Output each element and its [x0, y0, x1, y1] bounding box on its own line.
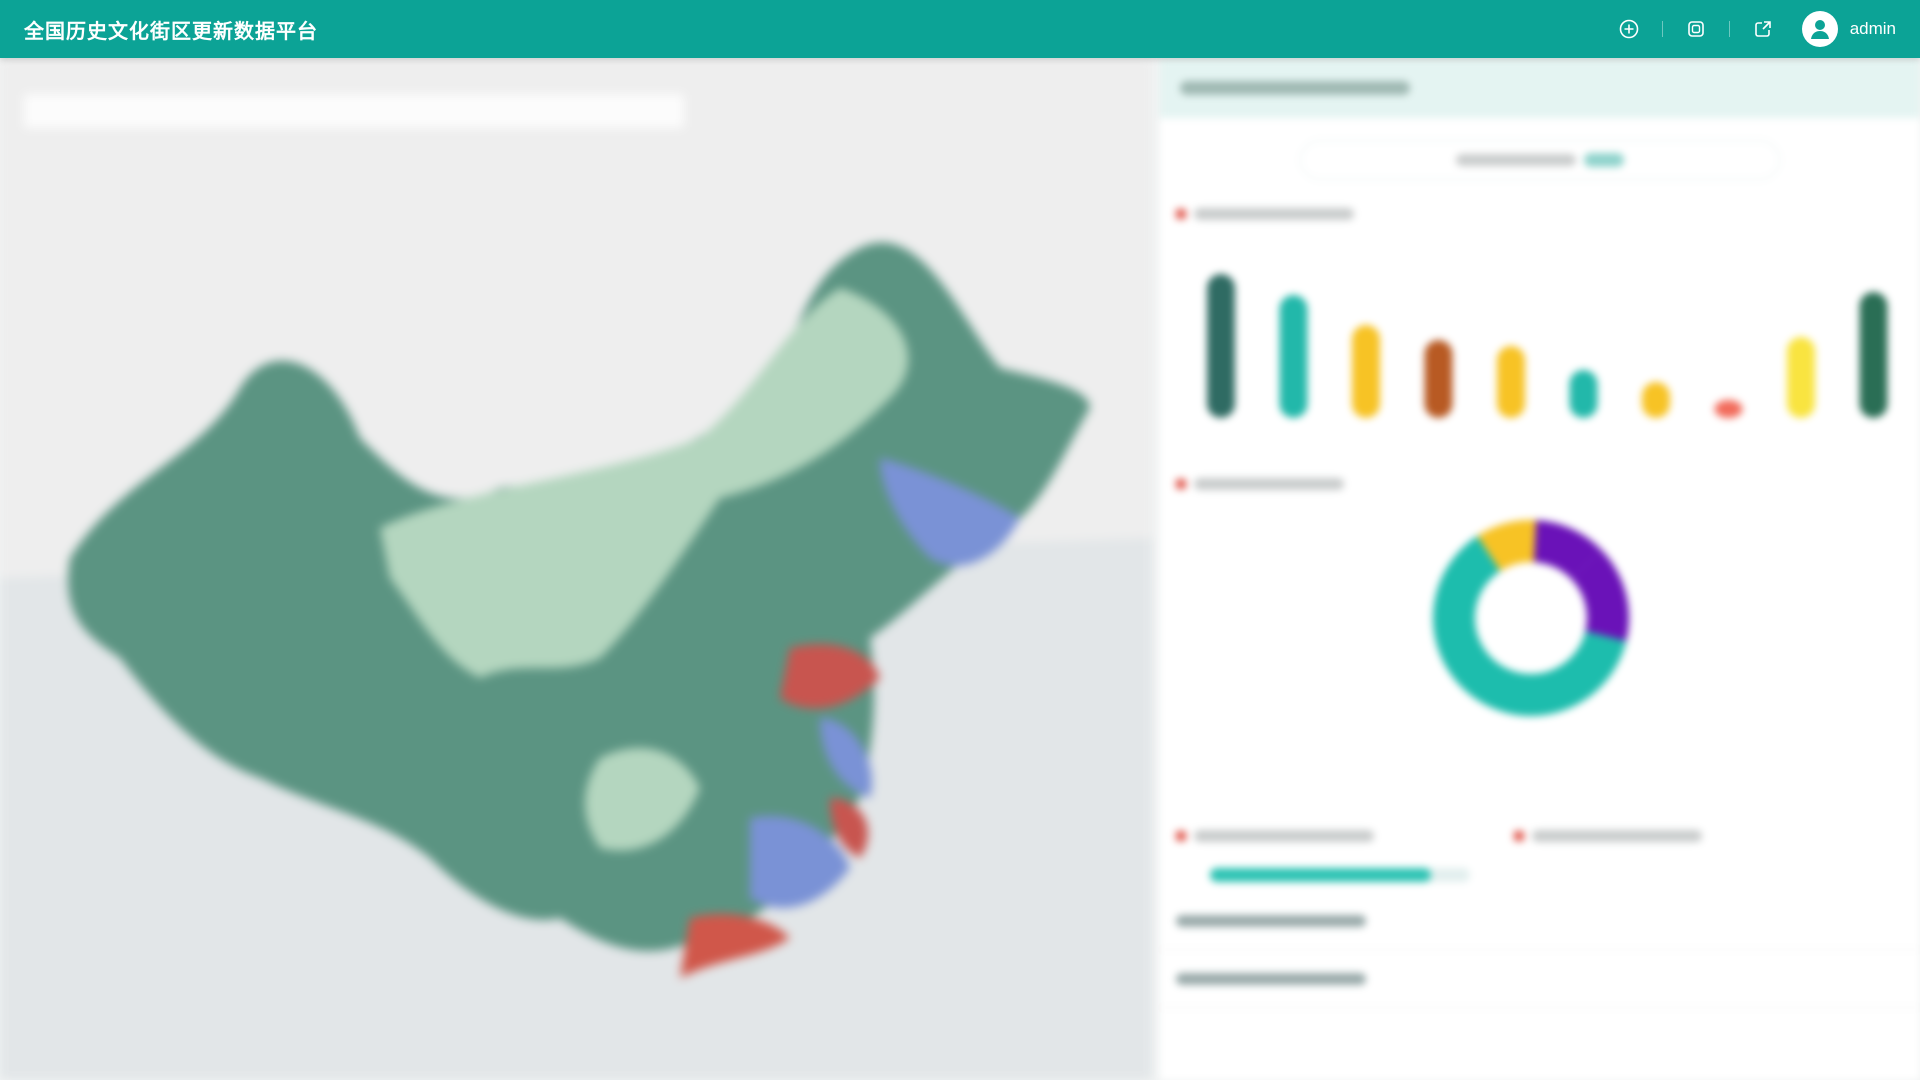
- donut-chart-title: [1160, 478, 1920, 490]
- progress-fill: [1210, 868, 1431, 882]
- layers-icon[interactable]: [1685, 18, 1707, 40]
- divider: [1661, 21, 1663, 37]
- bar-chart-title: [1160, 208, 1920, 220]
- bar-chart: [1207, 274, 1888, 418]
- bar: [1569, 370, 1598, 418]
- bar: [1497, 346, 1525, 418]
- bar: [1279, 295, 1308, 418]
- user-avatar-icon[interactable]: [1801, 11, 1838, 47]
- bar: [1424, 340, 1453, 418]
- donut-slice: [1477, 520, 1536, 572]
- panel-header: [1160, 58, 1920, 118]
- china-map[interactable]: [0, 58, 1152, 1080]
- bar: [1714, 400, 1743, 418]
- map-svg: [0, 58, 1152, 1080]
- bar: [1642, 382, 1670, 418]
- plus-circle-icon[interactable]: [1618, 18, 1640, 40]
- bar: [1859, 292, 1888, 418]
- progress-bar: [1210, 868, 1470, 882]
- donut-slice: [1433, 535, 1627, 716]
- username[interactable]: admin: [1849, 19, 1896, 38]
- share-icon[interactable]: [1752, 18, 1774, 40]
- top-header: 全国历史文化街区更新数据平台 admin: [0, 0, 1920, 58]
- donut-chart: [1433, 520, 1629, 716]
- donut-slice: [1533, 520, 1602, 580]
- bottom-stats: [1160, 830, 1920, 842]
- map-toolbar[interactable]: [24, 94, 684, 128]
- divider: [1728, 21, 1730, 37]
- segment-switch[interactable]: [1300, 140, 1780, 180]
- bar: [1352, 325, 1380, 418]
- bar: [1787, 337, 1815, 418]
- donut-slice: [1571, 550, 1629, 642]
- collapse-section-1[interactable]: [1160, 892, 1920, 950]
- app-title: 全国历史文化街区更新数据平台: [24, 20, 318, 43]
- bar: [1207, 274, 1235, 418]
- stats-panel: [1160, 58, 1920, 1080]
- collapse-section-2[interactable]: [1160, 950, 1920, 1008]
